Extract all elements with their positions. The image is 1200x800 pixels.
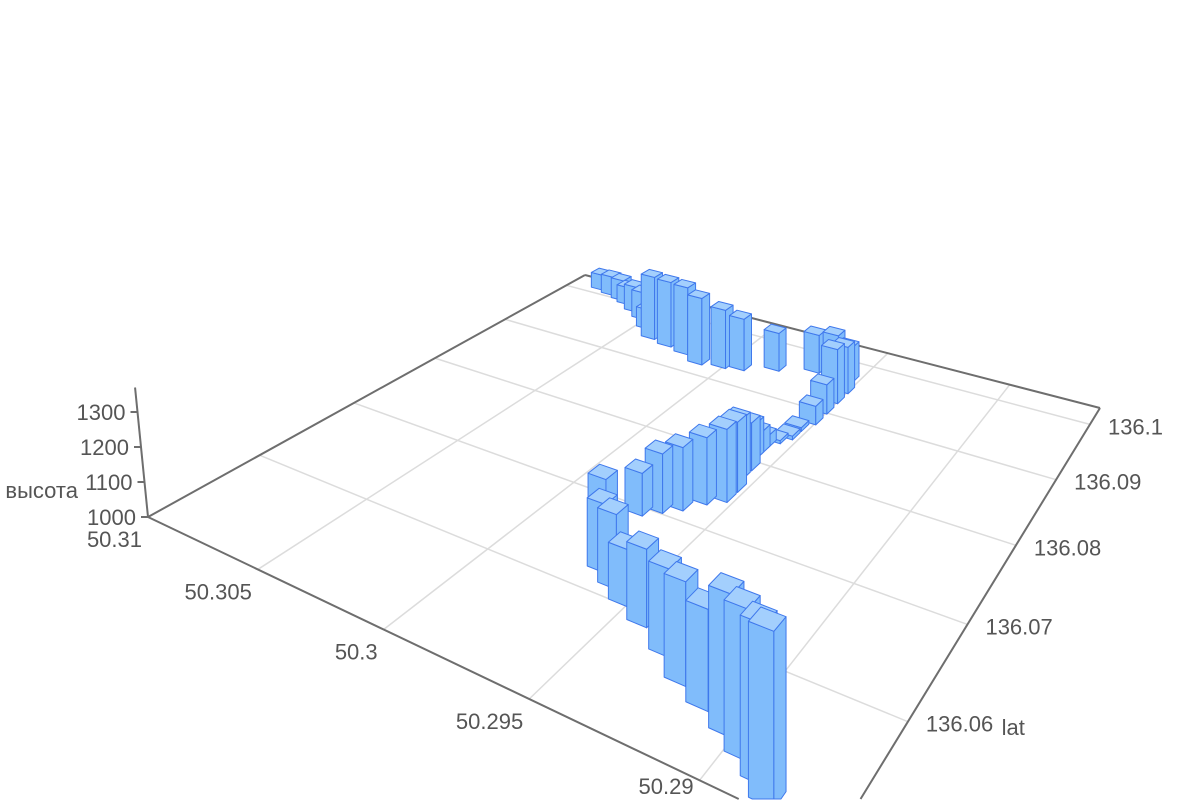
- x-tick-label: 50.29: [639, 774, 694, 799]
- bar-top-face: [610, 272, 632, 282]
- bar-top-face: [673, 278, 697, 289]
- bar-front-face: [803, 331, 820, 374]
- bar-top-face: [822, 325, 846, 337]
- floor-edge-left: [147, 274, 586, 518]
- grid-line-x: [257, 298, 678, 571]
- x-tick-label: 50.31: [87, 527, 142, 552]
- bar-top-face: [626, 530, 660, 550]
- x-axis-line: [147, 516, 740, 800]
- grid-line-y: [259, 454, 909, 723]
- y-tick-label: 136.06: [926, 712, 993, 737]
- bar-front-face: [763, 329, 780, 372]
- bar-front-face: [607, 541, 629, 608]
- bar-front-face: [710, 306, 727, 370]
- bar: [728, 309, 752, 372]
- x-tick-label: 50.3: [335, 639, 378, 664]
- z-tick-label: 1200: [80, 435, 129, 460]
- y-axis-name: lat: [1002, 715, 1025, 740]
- y-axis-line: [859, 407, 1101, 800]
- bar-top-face: [747, 606, 787, 632]
- z-axis-name: высота: [5, 478, 78, 503]
- bar: [747, 606, 787, 800]
- z-tick-label: 1300: [77, 400, 126, 425]
- y-tick-label: 136.1: [1108, 414, 1163, 439]
- bar-side-face: [837, 343, 845, 405]
- bar-front-face: [626, 541, 648, 629]
- grid-line-x: [383, 324, 778, 631]
- axis-labels: 50.31 50.305 50.3 50.295 50.29 136.06 136.07 13…: [5, 400, 1163, 799]
- bar-top-face: [597, 497, 629, 516]
- bar-front-face: [685, 599, 709, 713]
- axes: [130, 274, 1101, 800]
- bar-top-face: [640, 268, 663, 278]
- bar-top-face: [708, 415, 737, 430]
- y-tick-label: 136.07: [985, 614, 1052, 639]
- bar-top-face: [710, 300, 734, 311]
- floor-grid: [257, 284, 1091, 781]
- bar-top-face: [798, 394, 824, 407]
- grid-line-y: [353, 402, 968, 626]
- bar-top-face: [784, 415, 810, 429]
- bar-front-face: [687, 294, 703, 366]
- z-tick-label: 1100: [85, 470, 132, 495]
- y-tick-label: 136.08: [1034, 535, 1101, 560]
- bar-front-face: [663, 572, 687, 688]
- bars: [586, 267, 860, 800]
- bar-top-face: [644, 439, 674, 455]
- bar-front-face: [640, 273, 656, 341]
- bar-side-face: [773, 616, 787, 800]
- bar-top-face: [624, 458, 654, 474]
- bar-top-face: [688, 423, 717, 439]
- bar-top-face: [810, 373, 835, 386]
- bar-front-face: [728, 315, 745, 372]
- z-tick-label: 1000: [87, 505, 136, 530]
- bar-top-face: [728, 309, 752, 320]
- bar-side-face: [743, 313, 752, 372]
- bar-top-face: [663, 560, 699, 583]
- bar: [688, 423, 717, 506]
- bar-side-face: [778, 327, 787, 372]
- z-axis-line: [134, 387, 149, 518]
- bar: [763, 323, 787, 372]
- bar-side-face: [682, 438, 694, 512]
- bar-top-face: [687, 289, 711, 300]
- bar-side-face: [847, 340, 856, 395]
- bar-top-face: [656, 273, 680, 284]
- bar: [798, 394, 824, 426]
- bar: [687, 289, 711, 366]
- bar-front-face: [747, 620, 775, 800]
- bar-front-face: [673, 283, 689, 356]
- bar-side-face: [737, 414, 748, 493]
- bar-side-face: [706, 429, 717, 506]
- grid-line-y: [504, 318, 1057, 481]
- bar-top-face: [821, 339, 845, 351]
- bar-side-face: [701, 292, 711, 366]
- bar-side-face: [662, 445, 674, 514]
- x-tick-label: 50.295: [456, 709, 523, 734]
- bar: [624, 458, 654, 517]
- bar-top-face: [763, 323, 787, 335]
- bar-side-face: [726, 420, 737, 504]
- y-tick-label: 136.09: [1074, 470, 1141, 495]
- bar-side-face: [751, 415, 761, 472]
- bar-front-face: [656, 278, 672, 348]
- bar-top-face: [664, 433, 694, 449]
- x-tick-label: 50.305: [185, 579, 252, 604]
- bar-top-face: [587, 463, 618, 481]
